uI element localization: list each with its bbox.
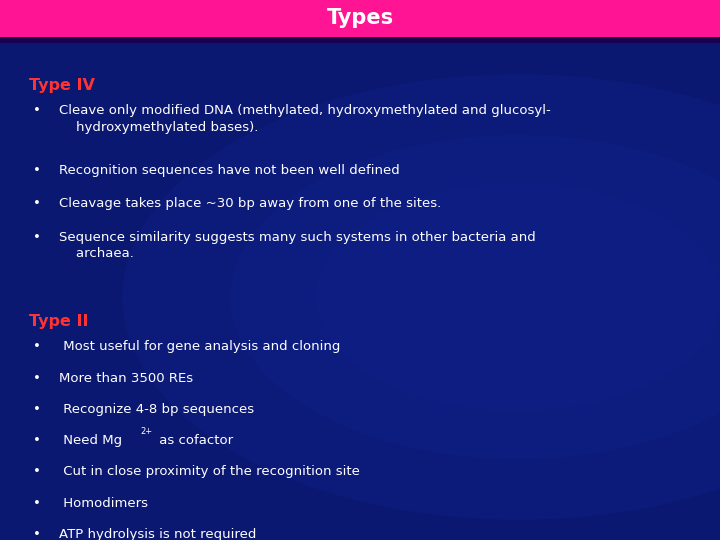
Text: Recognize 4-8 bp sequences: Recognize 4-8 bp sequences bbox=[59, 403, 254, 416]
Text: Recognition sequences have not been well defined: Recognition sequences have not been well… bbox=[59, 164, 400, 177]
FancyBboxPatch shape bbox=[0, 37, 720, 43]
Text: Cleavage takes place ~30 bp away from one of the sites.: Cleavage takes place ~30 bp away from on… bbox=[59, 197, 441, 210]
Text: •: • bbox=[33, 340, 41, 353]
Text: •: • bbox=[33, 528, 41, 540]
Text: •: • bbox=[33, 372, 41, 384]
Text: Types: Types bbox=[326, 8, 394, 29]
Text: •: • bbox=[33, 197, 41, 210]
Text: •: • bbox=[33, 434, 41, 447]
Ellipse shape bbox=[122, 74, 720, 519]
Text: •: • bbox=[33, 164, 41, 177]
Text: ATP hydrolysis is not required: ATP hydrolysis is not required bbox=[59, 528, 256, 540]
Text: •: • bbox=[33, 231, 41, 244]
Text: Cut in close proximity of the recognition site: Cut in close proximity of the recognitio… bbox=[59, 465, 360, 478]
Text: Most useful for gene analysis and cloning: Most useful for gene analysis and clonin… bbox=[59, 340, 341, 353]
Text: Type IV: Type IV bbox=[29, 78, 94, 93]
Ellipse shape bbox=[230, 135, 720, 459]
Text: •: • bbox=[33, 403, 41, 416]
Text: as cofactor: as cofactor bbox=[155, 434, 233, 447]
Text: •: • bbox=[33, 104, 41, 117]
Text: 2+: 2+ bbox=[140, 427, 153, 436]
Text: Need Mg: Need Mg bbox=[59, 434, 122, 447]
Text: •: • bbox=[33, 465, 41, 478]
Text: •: • bbox=[33, 497, 41, 510]
Text: Homodimers: Homodimers bbox=[59, 497, 148, 510]
FancyBboxPatch shape bbox=[0, 0, 720, 37]
Text: Cleave only modified DNA (methylated, hydroxymethylated and glucosyl-
    hydrox: Cleave only modified DNA (methylated, hy… bbox=[59, 104, 551, 134]
Text: Sequence similarity suggests many such systems in other bacteria and
    archaea: Sequence similarity suggests many such s… bbox=[59, 231, 536, 260]
Text: More than 3500 REs: More than 3500 REs bbox=[59, 372, 193, 384]
Text: Type II: Type II bbox=[29, 314, 89, 329]
